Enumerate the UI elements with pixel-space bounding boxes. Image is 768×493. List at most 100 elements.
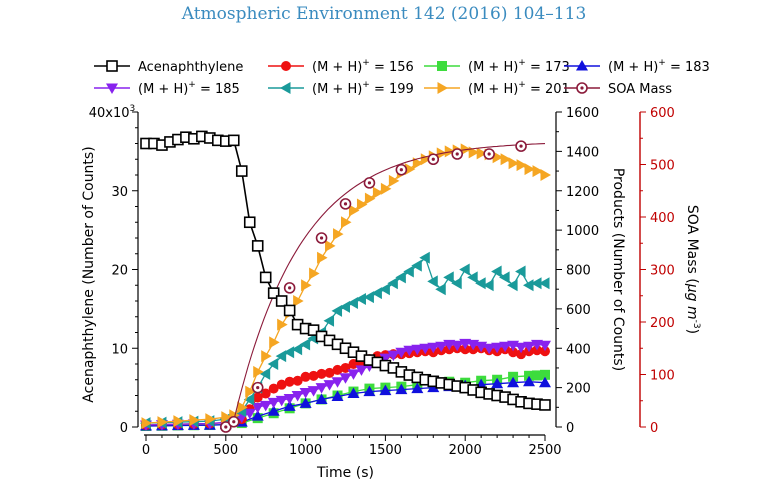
chart-series bbox=[140, 130, 551, 433]
data-point bbox=[243, 408, 256, 420]
data-point bbox=[347, 296, 358, 309]
data-point bbox=[379, 384, 392, 396]
data-point bbox=[339, 373, 352, 384]
data-point bbox=[299, 338, 311, 351]
data-point bbox=[508, 347, 519, 358]
data-point bbox=[491, 265, 502, 278]
left-tick-label: 20 bbox=[111, 264, 128, 279]
soa-tick-label: 300 bbox=[650, 264, 675, 279]
legend-entry: (M + H)+ = 185 bbox=[94, 80, 240, 97]
data-point bbox=[435, 341, 448, 353]
data-point bbox=[227, 415, 240, 428]
x-tick-label: 1000 bbox=[289, 443, 322, 458]
data-point bbox=[372, 186, 384, 199]
data-point bbox=[476, 147, 488, 160]
legend-marker bbox=[576, 82, 588, 94]
data-point bbox=[539, 399, 551, 411]
x-tick-label: 2500 bbox=[528, 443, 561, 458]
data-point bbox=[363, 385, 376, 397]
legend-marker bbox=[576, 60, 588, 71]
data-point bbox=[245, 385, 256, 398]
data-point bbox=[189, 414, 200, 427]
left-tick-label: 10 bbox=[111, 342, 128, 357]
legend-marker bbox=[437, 82, 448, 94]
data-point bbox=[283, 393, 296, 405]
data-point bbox=[515, 265, 526, 278]
data-point bbox=[380, 182, 392, 195]
data-point bbox=[515, 140, 527, 152]
x-tick-label: 0 bbox=[142, 443, 150, 458]
right-tick-label: 1400 bbox=[566, 145, 599, 160]
data-point bbox=[507, 376, 520, 388]
legend-entry: (M + H)+ = 183 bbox=[564, 58, 710, 75]
data-point bbox=[363, 291, 374, 304]
data-point bbox=[459, 263, 470, 276]
data-point bbox=[283, 346, 295, 359]
data-point bbox=[316, 368, 327, 379]
data-point bbox=[444, 145, 456, 158]
data-point bbox=[539, 340, 551, 352]
data-point bbox=[173, 415, 184, 428]
x-tick-label: 500 bbox=[213, 443, 238, 458]
data-point bbox=[267, 287, 280, 299]
data-point bbox=[308, 370, 319, 381]
data-point bbox=[315, 383, 328, 394]
data-point bbox=[539, 376, 551, 388]
legend-entry: (M + H)+ = 156 bbox=[268, 58, 414, 75]
legend-marker bbox=[281, 61, 291, 71]
data-point bbox=[340, 362, 351, 373]
data-point bbox=[325, 239, 336, 252]
data-point bbox=[500, 153, 512, 166]
left-top-tick-label: 40x103 bbox=[89, 104, 136, 121]
right-tick-label: 400 bbox=[566, 342, 591, 357]
right-tick-label: 1600 bbox=[566, 106, 599, 121]
data-point bbox=[141, 417, 152, 430]
data-point bbox=[379, 353, 392, 365]
data-point bbox=[427, 342, 440, 354]
data-point bbox=[307, 386, 320, 397]
data-point bbox=[309, 267, 320, 280]
soa-tick-label: 100 bbox=[650, 369, 675, 384]
data-point bbox=[339, 300, 350, 313]
data-point bbox=[268, 383, 279, 394]
soa-axis-title: SOA Mass (μg m-3) bbox=[684, 205, 701, 334]
data-point bbox=[260, 388, 271, 399]
data-point bbox=[531, 277, 542, 290]
data-point bbox=[339, 198, 352, 210]
x-tick-label: 2000 bbox=[449, 443, 482, 458]
data-point bbox=[317, 251, 328, 264]
data-point bbox=[420, 153, 432, 166]
data-point bbox=[475, 277, 486, 290]
soa-tick-label: 0 bbox=[650, 421, 658, 436]
data-point bbox=[540, 369, 550, 380]
data-point bbox=[267, 358, 279, 370]
data-point bbox=[419, 343, 432, 355]
data-point bbox=[516, 159, 528, 172]
data-point bbox=[539, 277, 550, 290]
chart-legend: Acenaphthylene (M + H)+ = 156 (M + H)+ = 1… bbox=[94, 58, 710, 97]
data-point bbox=[411, 259, 422, 272]
data-point bbox=[315, 393, 328, 404]
legend-entry: SOA Mass bbox=[564, 82, 672, 97]
data-point bbox=[540, 169, 551, 181]
data-point bbox=[347, 387, 360, 399]
data-point bbox=[508, 157, 520, 170]
data-point bbox=[283, 400, 296, 411]
data-point bbox=[348, 204, 360, 217]
x-axis-title: Time (s) bbox=[316, 465, 374, 481]
data-point bbox=[451, 148, 464, 160]
left-axis-title: Acenaphthylene (Number of Counts) bbox=[81, 146, 97, 402]
legend-label: (M + H)+ = 173 bbox=[468, 58, 570, 75]
data-point bbox=[483, 148, 495, 160]
series-soa-mass bbox=[220, 140, 546, 433]
data-point bbox=[411, 382, 424, 394]
data-point bbox=[516, 349, 527, 360]
data-point bbox=[299, 388, 312, 399]
data-point bbox=[299, 397, 312, 408]
data-point bbox=[483, 279, 494, 292]
data-point bbox=[205, 413, 216, 426]
data-point bbox=[364, 192, 376, 205]
data-point bbox=[259, 271, 272, 284]
data-point bbox=[323, 380, 336, 391]
